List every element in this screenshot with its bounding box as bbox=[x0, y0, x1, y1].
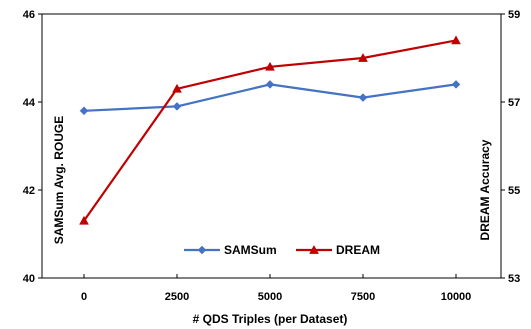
legend-marker-samsum bbox=[197, 245, 207, 255]
data-point-dream bbox=[79, 215, 89, 225]
left-tick-label: 40 bbox=[23, 273, 35, 285]
left-tick-label: 42 bbox=[23, 185, 35, 197]
x-axis-title: # QDS Triples (per Dataset) bbox=[193, 312, 348, 326]
data-point-samsum bbox=[172, 102, 182, 111]
right-tick-label: 55 bbox=[508, 185, 520, 197]
plot-frame bbox=[41, 13, 502, 279]
series-layer bbox=[79, 35, 461, 225]
x-tick-label: 7500 bbox=[351, 291, 375, 303]
data-point-samsum bbox=[358, 93, 368, 102]
x-tick-label: 10000 bbox=[441, 291, 472, 303]
data-point-dream bbox=[451, 35, 461, 45]
y-left-axis-title: SAMSum Avg. ROUGE bbox=[52, 116, 66, 244]
y-right-axis-title: DREAM Accuracy bbox=[478, 139, 492, 240]
data-point-dream bbox=[172, 83, 182, 93]
data-point-samsum bbox=[265, 80, 275, 89]
data-point-samsum bbox=[451, 80, 461, 89]
legend-marker-dream bbox=[309, 244, 319, 254]
left-y-axis-ticks: 40 42 44 46 bbox=[23, 9, 42, 285]
legend-label-samsum: SAMSum bbox=[224, 243, 277, 257]
x-axis-ticks: 0 2500 5000 7500 10000 bbox=[81, 274, 471, 303]
x-tick-label: 2500 bbox=[165, 291, 189, 303]
right-tick-label: 53 bbox=[508, 273, 520, 285]
plot-border bbox=[41, 13, 502, 279]
data-point-dream bbox=[358, 52, 368, 62]
data-point-samsum bbox=[79, 106, 89, 116]
left-tick-label: 46 bbox=[23, 9, 35, 21]
right-tick-label: 59 bbox=[508, 9, 520, 21]
x-tick-label: 0 bbox=[81, 291, 87, 303]
right-tick-label: 57 bbox=[508, 97, 520, 109]
left-tick-label: 44 bbox=[23, 97, 36, 109]
legend-label-dream: DREAM bbox=[336, 243, 380, 257]
data-point-dream bbox=[265, 61, 275, 71]
x-tick-label: 5000 bbox=[258, 291, 282, 303]
right-y-axis-ticks: 53 55 57 59 bbox=[501, 9, 520, 285]
legend: SAMSum DREAM bbox=[184, 243, 380, 257]
